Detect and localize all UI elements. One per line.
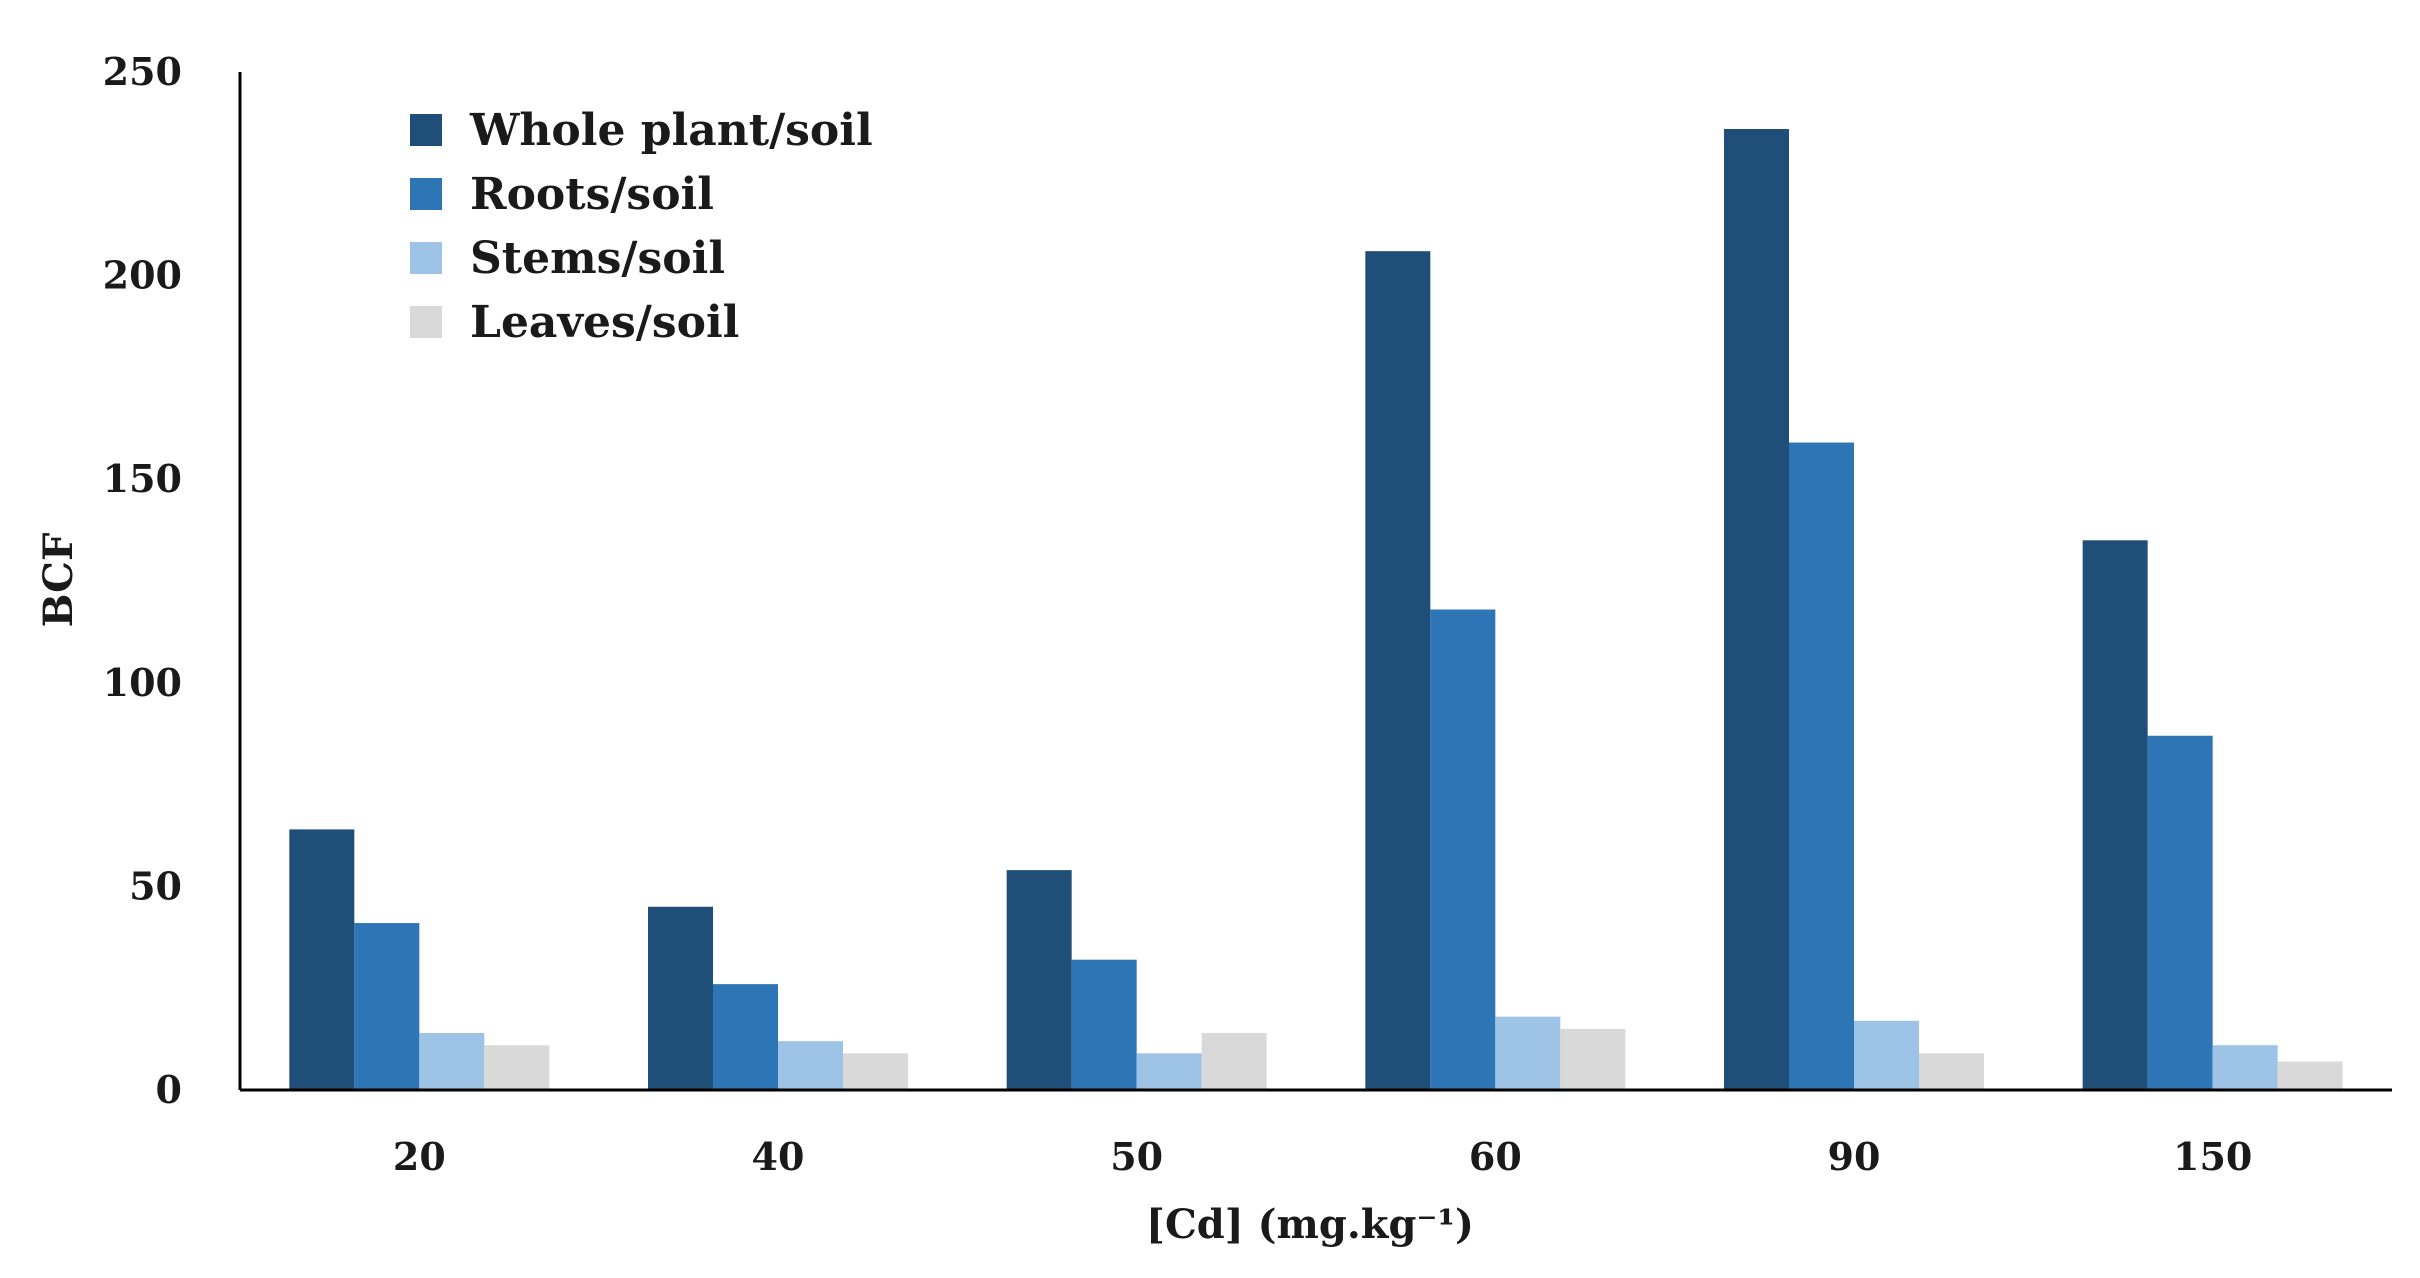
bar-roots-soil-40 xyxy=(713,984,778,1090)
bar-stems-soil-150 xyxy=(2212,1045,2278,1090)
y-tick-label: 0 xyxy=(156,1067,182,1112)
bar-whole-plant-soil-90 xyxy=(1724,129,1789,1090)
legend-swatch xyxy=(410,242,442,274)
bar-leaves-soil-150 xyxy=(2277,1061,2343,1090)
axes-layer xyxy=(238,72,2392,1092)
y-tick-label: 250 xyxy=(103,49,182,94)
bar-whole-plant-soil-20 xyxy=(289,829,355,1090)
bar-roots-soil-20 xyxy=(354,923,420,1090)
y-tick-label: 200 xyxy=(103,253,182,298)
legend-label: Leaves/soil xyxy=(470,297,739,348)
y-tick-label: 50 xyxy=(129,863,182,908)
bar-whole-plant-soil-60 xyxy=(1365,251,1431,1091)
legend-label: Roots/soil xyxy=(470,169,714,220)
bar-stems-soil-40 xyxy=(778,1041,843,1090)
bar-roots-soil-50 xyxy=(1071,959,1137,1090)
legend-label: Whole plant/soil xyxy=(469,105,873,156)
legend: Whole plant/soil Roots/soil Stems/soil Leav… xyxy=(410,105,873,348)
x-tick-label: 150 xyxy=(2173,1134,2252,1179)
x-tick-label: 50 xyxy=(1110,1134,1163,1179)
y-tick-label: 150 xyxy=(103,456,182,501)
y-tick-labels: 0 50 100 150 200 250 xyxy=(103,49,182,1112)
legend-swatch xyxy=(410,114,442,146)
bar-whole-plant-soil-150 xyxy=(2082,540,2148,1090)
bar-stems-soil-20 xyxy=(419,1032,485,1090)
legend-label: Stems/soil xyxy=(470,233,725,284)
bar-leaves-soil-50 xyxy=(1201,1032,1267,1090)
bar-leaves-soil-60 xyxy=(1560,1028,1626,1090)
bar-roots-soil-90 xyxy=(1789,442,1854,1090)
x-tick-label: 20 xyxy=(393,1134,446,1179)
bar-stems-soil-90 xyxy=(1854,1020,1919,1090)
bar-stems-soil-50 xyxy=(1136,1053,1202,1090)
y-tick-label: 100 xyxy=(103,660,182,705)
bar-leaves-soil-40 xyxy=(843,1053,908,1090)
bar-leaves-soil-90 xyxy=(1919,1053,1984,1090)
legend-swatch xyxy=(410,178,442,210)
x-tick-label: 60 xyxy=(1469,1134,1522,1179)
legend-swatch xyxy=(410,306,442,338)
bar-roots-soil-60 xyxy=(1430,609,1496,1090)
y-axis-title: BCF xyxy=(35,533,82,628)
x-tick-label: 90 xyxy=(1828,1134,1881,1179)
bar-whole-plant-soil-50 xyxy=(1006,870,1072,1090)
bar-leaves-soil-20 xyxy=(484,1045,550,1090)
x-tick-label: 40 xyxy=(752,1134,805,1179)
bars-layer xyxy=(289,129,2343,1091)
bar-stems-soil-60 xyxy=(1495,1016,1561,1090)
x-axis-title: [Cd] (mg.kg⁻¹) xyxy=(1146,1201,1474,1248)
x-tick-labels: 20 40 50 60 90 150 xyxy=(393,1134,2252,1179)
bar-roots-soil-150 xyxy=(2147,735,2213,1090)
bar-whole-plant-soil-40 xyxy=(648,906,713,1090)
